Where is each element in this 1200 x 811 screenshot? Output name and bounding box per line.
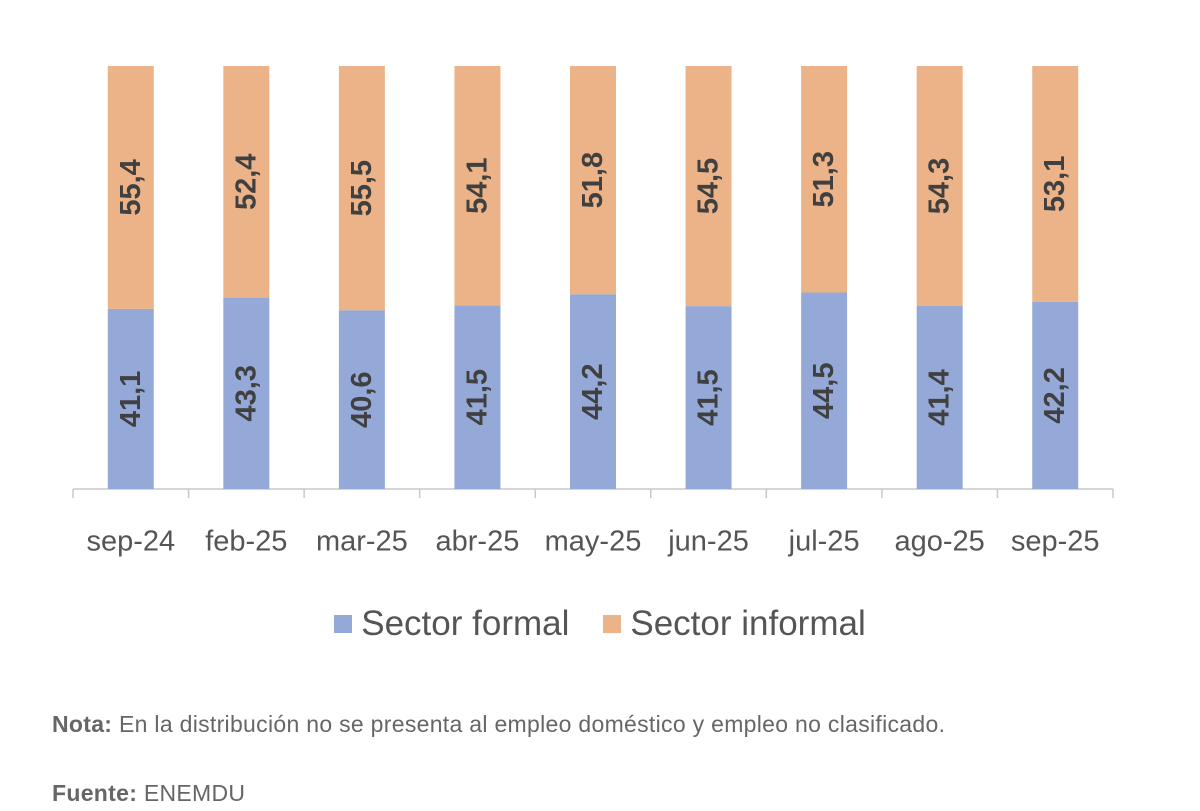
data-label-informal: 52,4 [230,154,262,210]
bar-segment-informal [570,66,616,295]
chart-note: Nota: En la distribución no se presenta … [52,710,1114,739]
bar-segment-formal [570,294,616,489]
legend-label-informal: Sector informal [630,604,866,643]
data-label-formal: 44,5 [808,363,840,419]
x-tick-label: ago-25 [895,526,985,558]
bar-segment-informal [1032,66,1079,302]
bar-segment-informal [685,66,732,307]
x-tick-label: sep-25 [1011,526,1100,558]
note-text: En la distribución no se presenta al emp… [118,711,946,737]
data-label-informal: 53,1 [1039,156,1071,212]
data-label-formal: 40,6 [346,371,378,427]
bar-segment-informal [223,66,270,298]
bar-segment-formal [916,306,963,489]
bar-segment-informal [338,66,385,311]
x-tick-label: sep-24 [86,526,175,558]
bar-segment-informal [454,66,501,306]
note-label: Nota: [52,711,113,737]
data-label-informal: 51,3 [808,151,840,207]
bar-segment-informal [107,66,154,309]
x-tick-label: feb-25 [205,526,287,558]
data-label-informal: 54,3 [924,158,956,214]
data-label-informal: 54,5 [693,158,725,214]
legend-swatch-formal [334,615,353,633]
x-tick-label: mar-25 [316,526,408,558]
legend-label-formal: Sector formal [361,604,570,643]
data-label-formal: 41,5 [693,369,725,425]
source-text: ENEMDU [143,780,246,806]
x-tick-label: jul-25 [788,526,860,558]
x-tick-label: jun-25 [667,526,749,558]
source-label: Fuente: [52,780,138,806]
x-tick-label: abr-25 [436,526,520,558]
data-label-informal: 54,1 [461,157,493,213]
data-label-informal: 55,4 [115,159,147,215]
data-label-formal: 41,4 [924,369,956,425]
data-label-informal: 51,8 [577,152,609,208]
legend-item-informal: Sector informal [603,604,866,644]
data-label-formal: 43,3 [230,365,262,421]
chart-canvas: 41,1 55,4 sep-24 43,3 52,4 feb-25 40,6 55,5 mar-… [72,66,1114,558]
data-label-formal: 41,5 [461,369,493,425]
bar-segment-formal [685,306,732,489]
x-tick-label: may-25 [545,526,642,558]
legend-item-formal: Sector formal [334,604,569,644]
bar-segment-formal [1032,301,1079,489]
chart-source: Fuente: ENEMDU [52,780,245,807]
bar-segment-formal [223,297,270,489]
data-label-formal: 44,2 [577,363,609,419]
stacked-bar-chart: 41,1 55,4 sep-24 43,3 52,4 feb-25 40,6 55,5 mar-… [72,66,1114,558]
data-label-formal: 42,2 [1039,367,1071,423]
data-label-informal: 55,5 [346,160,378,216]
bar-segment-formal [338,310,385,489]
bar-segment-formal [801,292,848,489]
bar-segment-formal [107,308,154,489]
chart-legend: Sector formal Sector informal [0,604,1200,644]
legend-swatch-informal [603,615,622,633]
data-label-formal: 41,1 [115,371,147,427]
bar-segment-informal [801,66,848,293]
bar-segment-informal [916,66,963,307]
bar-segment-formal [454,305,501,489]
